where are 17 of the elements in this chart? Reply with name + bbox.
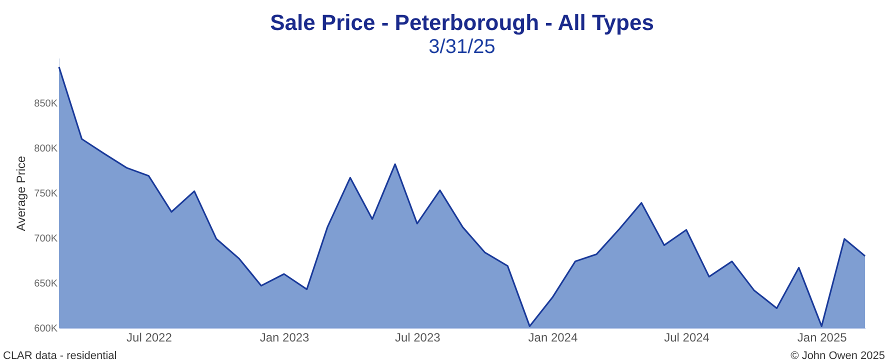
x-tick-label: Jan 2024	[528, 330, 578, 344]
x-tick-label: Jan 2023	[260, 330, 310, 344]
x-tick-label: Jul 2024	[664, 330, 710, 344]
y-tick-label: 850K	[34, 98, 58, 110]
chart-title: Sale Price - Peterborough - All Types	[270, 10, 654, 35]
y-tick-label: 800K	[34, 144, 58, 154]
y-axis-title: Average Price	[14, 156, 28, 232]
chart-subtitle: 3/31/25	[428, 36, 496, 58]
y-tick-label: 600K	[34, 324, 58, 334]
y-tick-label: 650K	[34, 278, 58, 290]
x-tick-label: Jan 2025	[797, 330, 848, 344]
text: CLAR data - residential	[3, 350, 117, 361]
x-tick-label: Jul 2023	[394, 330, 441, 344]
text: © John Owen 2025	[790, 350, 885, 361]
y-tick-label: 700K	[34, 234, 58, 244]
x-tick-label: Jul 2022	[126, 330, 172, 344]
y-tick-label: 750K	[34, 188, 58, 200]
